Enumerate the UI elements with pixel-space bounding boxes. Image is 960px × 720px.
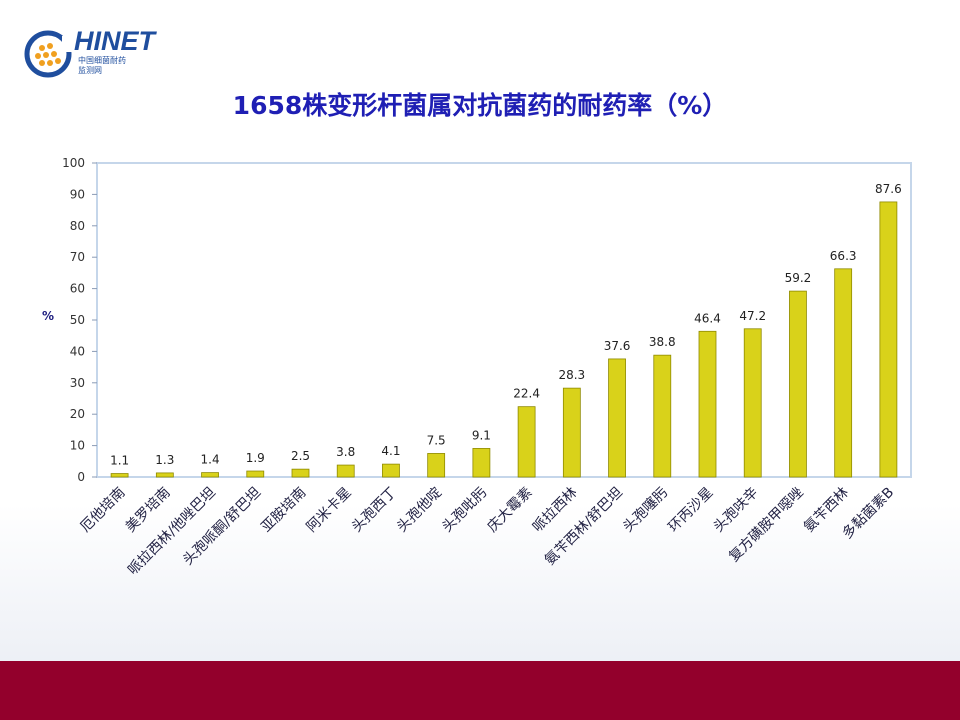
logo-line1: 中国细菌耐药 <box>78 56 126 65</box>
data-label: 59.2 <box>785 271 812 285</box>
x-tick-label: 头孢他啶 <box>394 485 445 536</box>
bar <box>291 468 310 478</box>
x-axis-tick-labels: 厄他培南美罗培南哌拉西林/他唑巴坦头孢哌酮/舒巴坦亚胺培南阿米卡星头孢西丁头孢他… <box>78 484 898 579</box>
data-label: 4.1 <box>381 444 400 458</box>
hinet-logo: HINET 中国细菌耐药 监测网 <box>22 24 162 84</box>
y-tick-label: 70 <box>70 250 85 264</box>
x-tick-label: 阿米卡星 <box>304 485 355 536</box>
x-tick-label: 亚胺培南 <box>258 485 309 536</box>
bar <box>427 453 446 478</box>
data-label: 9.1 <box>472 428 491 442</box>
x-tick-label: 头孢西丁 <box>349 485 400 536</box>
bar <box>743 328 762 478</box>
plot-area <box>96 162 912 478</box>
data-label: 38.8 <box>649 335 676 349</box>
chart-title: 1658株变形杆菌属对抗菌药的耐药率（%） <box>232 91 728 120</box>
bar <box>201 472 219 478</box>
bar <box>110 473 129 478</box>
bar <box>562 387 581 478</box>
x-tick-label: 头孢哌酮/舒巴坦 <box>179 484 264 569</box>
x-tick-label: 头孢吡肟 <box>439 485 490 536</box>
data-label: 47.2 <box>739 309 766 323</box>
data-label: 1.3 <box>155 453 174 467</box>
y-axis: 0 10 20 30 40 50 60 70 80 90 100 <box>62 156 97 484</box>
bar <box>155 472 174 478</box>
x-tick-label: 头孢噻肟 <box>619 484 671 536</box>
data-label: 1.4 <box>201 453 220 467</box>
logo-name: HINET <box>74 26 155 56</box>
y-tick-label: 50 <box>70 313 85 327</box>
x-tick-label: 哌拉西林/他唑巴坦 <box>124 484 219 579</box>
x-tick-label: 厄他培南 <box>78 485 129 536</box>
bar <box>653 354 672 478</box>
y-tick-label: 20 <box>70 407 85 421</box>
logo-subtitle: 中国细菌耐药 监测网 <box>78 56 126 76</box>
data-label: 1.1 <box>110 454 129 468</box>
network-globe-icon <box>24 30 76 78</box>
bar <box>789 290 807 478</box>
x-tick-label: 庆大霉素 <box>485 485 536 536</box>
data-label: 7.5 <box>427 433 446 447</box>
y-tick-label: 0 <box>77 470 85 484</box>
data-labels: 1.1 1.3 1.4 1.9 2.5 3.8 4.1 7.5 9.1 22.4 28.3 37.6 3… <box>110 182 902 468</box>
bar <box>608 358 626 478</box>
y-tick-label: 100 <box>62 156 85 170</box>
bar <box>246 470 265 478</box>
data-label: 22.4 <box>513 387 540 401</box>
data-label: 1.9 <box>246 451 265 465</box>
data-label: 3.8 <box>336 445 355 459</box>
bar-chart: 0 10 20 30 40 50 60 70 80 90 100 1.1 1.3 1.4 1.9 2.5 3.… <box>42 156 912 579</box>
y-axis-label: % <box>42 309 54 323</box>
x-tick-label: 环丙沙星 <box>665 485 716 536</box>
y-tick-label: 10 <box>70 439 85 453</box>
data-label: 2.5 <box>291 449 310 463</box>
logo-line2: 监测网 <box>78 66 102 75</box>
bars <box>110 201 898 478</box>
bar <box>382 463 400 478</box>
data-label: 87.6 <box>875 182 902 196</box>
bar <box>698 330 717 478</box>
data-label: 37.6 <box>604 339 631 353</box>
x-tick-label: 氨苄西林/舒巴坦 <box>542 485 626 569</box>
y-tick-label: 90 <box>70 187 85 201</box>
y-tick-label: 80 <box>70 219 85 233</box>
data-label: 46.4 <box>694 311 721 325</box>
data-label: 28.3 <box>558 368 585 382</box>
y-tick-label: 40 <box>70 344 85 358</box>
bar <box>517 406 536 478</box>
footer-bar <box>0 661 960 720</box>
y-tick-label: 60 <box>70 282 85 296</box>
data-label: 66.3 <box>830 249 857 263</box>
bar <box>834 268 853 478</box>
bar <box>472 448 491 478</box>
bar <box>336 464 355 478</box>
y-tick-label: 30 <box>70 376 85 390</box>
bar <box>879 201 898 478</box>
